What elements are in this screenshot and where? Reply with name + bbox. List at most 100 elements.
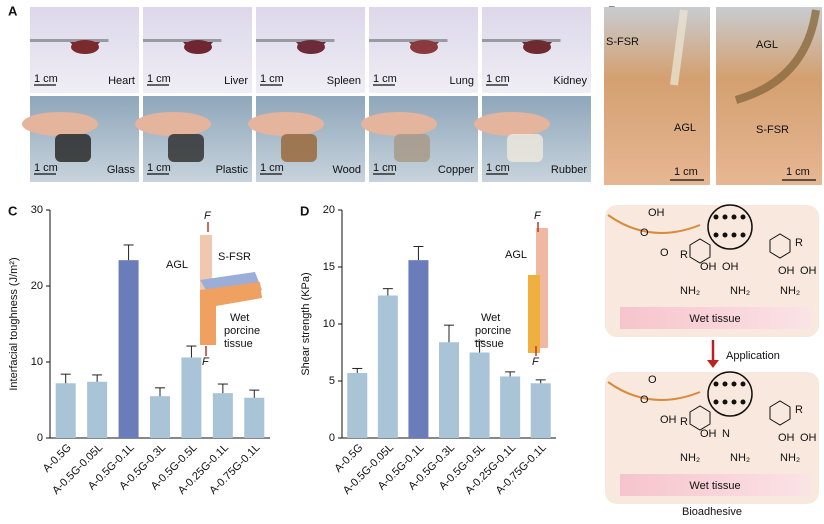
tissue	[184, 40, 212, 54]
bar	[87, 381, 108, 438]
node	[731, 214, 737, 220]
node	[731, 381, 737, 387]
label: AGL	[166, 259, 188, 271]
label: F	[534, 210, 542, 222]
node	[740, 399, 746, 405]
finger	[474, 112, 550, 136]
label: OH	[800, 432, 817, 444]
label: OH	[700, 428, 717, 440]
finger	[248, 112, 324, 136]
substrate	[369, 39, 448, 42]
label: N	[722, 428, 730, 440]
label: OH	[660, 414, 677, 426]
label: OH	[700, 261, 717, 273]
label: Heart	[108, 75, 135, 87]
bar	[439, 342, 459, 438]
label: OH	[800, 265, 817, 277]
object	[394, 134, 430, 162]
label: 1 cm	[373, 73, 397, 85]
label: 20	[31, 280, 43, 292]
label: NH₂	[730, 452, 750, 464]
ring	[689, 233, 791, 264]
node	[722, 399, 728, 405]
label: 30	[31, 204, 43, 216]
label: NH₂	[730, 285, 750, 297]
bar	[212, 393, 233, 438]
label: NH₂	[780, 452, 800, 464]
label: C	[8, 203, 18, 218]
arrowhead	[707, 360, 719, 368]
label: 1 cm	[674, 166, 698, 178]
label: tissue	[224, 338, 253, 350]
finger	[22, 112, 98, 136]
tissue	[297, 40, 325, 54]
node	[713, 232, 719, 238]
node	[722, 232, 728, 238]
label: Glass	[107, 164, 136, 176]
label: R	[680, 416, 688, 428]
label: 1 cm	[786, 166, 810, 178]
label: 5	[329, 375, 335, 387]
label: NH₂	[780, 285, 800, 297]
node	[722, 214, 728, 220]
label: S-FSR	[218, 251, 251, 263]
tissue-bar	[620, 307, 810, 329]
label: F	[532, 356, 540, 368]
label: Wet	[230, 312, 249, 324]
label: F	[202, 356, 210, 368]
bar	[181, 357, 202, 438]
label: 1 cm	[486, 162, 510, 174]
label: 10	[31, 356, 43, 368]
inset-tissue	[200, 282, 262, 345]
label: 1 cm	[373, 162, 397, 174]
bar	[55, 383, 76, 438]
label: Bioadhesive	[682, 506, 742, 518]
label: AGL	[505, 249, 527, 261]
object	[507, 134, 543, 162]
label: OH	[648, 207, 665, 219]
label: Wet tissue	[689, 480, 740, 492]
bar	[150, 396, 170, 438]
label: Wood	[332, 164, 361, 176]
label: 1 cm	[147, 162, 171, 174]
network	[707, 371, 753, 417]
substrate	[30, 39, 109, 42]
node	[713, 381, 719, 387]
label: porcine	[224, 325, 260, 337]
label: D	[300, 203, 309, 218]
bar	[469, 352, 490, 438]
chain	[607, 381, 701, 401]
network	[707, 204, 753, 250]
substrate	[482, 39, 561, 42]
chain	[607, 214, 701, 234]
bar	[118, 260, 139, 438]
label: 1 cm	[34, 73, 58, 85]
film	[734, 9, 820, 104]
label: Application	[726, 350, 780, 362]
bar	[377, 295, 398, 438]
label: Lung	[450, 75, 474, 87]
scheme-box	[605, 372, 819, 504]
label: 1 cm	[147, 73, 171, 85]
finger	[135, 112, 211, 136]
tissue	[410, 40, 438, 54]
label: F	[204, 210, 212, 222]
label: Wet tissue	[689, 313, 740, 325]
node	[740, 381, 746, 387]
label: 1 cm	[34, 162, 58, 174]
substrate	[143, 39, 222, 42]
label: S-FSR	[606, 36, 639, 48]
label: Interfacial toughness (J/m²)	[8, 257, 20, 390]
label: 1 cm	[486, 73, 510, 85]
label: 0	[329, 432, 335, 444]
label: R	[680, 249, 688, 261]
node	[731, 232, 737, 238]
photo	[716, 7, 822, 185]
tissue-bar	[620, 474, 810, 496]
label: AGL	[756, 39, 778, 51]
photo	[604, 7, 710, 185]
ring	[689, 400, 791, 431]
label: Liver	[224, 75, 248, 87]
label: Shear strength (KPa)	[300, 272, 312, 375]
